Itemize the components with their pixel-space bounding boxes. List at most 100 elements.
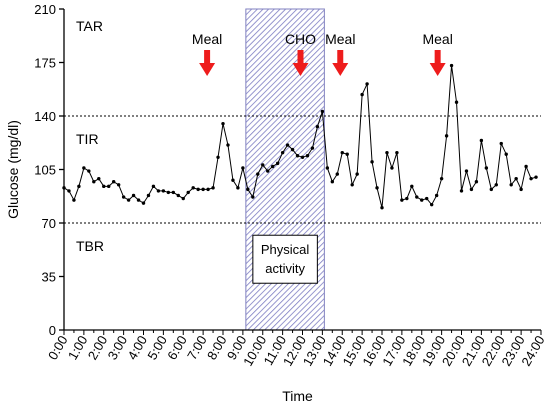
reference-lines-layer bbox=[64, 115, 541, 224]
glucose-point bbox=[464, 169, 469, 173]
annotation-arrow-head bbox=[292, 63, 309, 76]
glucose-point bbox=[355, 172, 359, 176]
glucose-point bbox=[181, 196, 185, 201]
series-layer bbox=[62, 63, 538, 210]
annotation-label: Meal bbox=[325, 31, 355, 47]
glucose-point bbox=[434, 193, 439, 198]
glucose-point bbox=[151, 184, 156, 189]
glucose-point bbox=[201, 187, 205, 192]
glucose-point bbox=[82, 166, 86, 170]
glucose-point bbox=[191, 186, 195, 190]
glucose-point bbox=[474, 180, 479, 184]
glucose-point bbox=[275, 161, 280, 166]
zone-label-tir: TIR bbox=[76, 131, 99, 147]
glucose-point bbox=[221, 121, 225, 126]
glucose-point bbox=[454, 100, 459, 104]
glucose-point bbox=[295, 154, 300, 158]
glucose-point bbox=[87, 169, 91, 173]
glucose-point bbox=[251, 195, 255, 199]
glucose-point bbox=[504, 152, 508, 156]
glucose-point bbox=[310, 146, 315, 150]
glucose-point bbox=[196, 187, 200, 192]
glucose-point bbox=[519, 187, 523, 192]
glucose-point bbox=[216, 155, 220, 159]
glucose-point bbox=[102, 184, 106, 189]
glucose-point bbox=[300, 155, 305, 159]
annotation-arrow-shaft bbox=[434, 50, 441, 64]
annotation-arrow-shaft bbox=[204, 50, 211, 64]
glucose-point bbox=[325, 166, 330, 170]
glucose-point bbox=[171, 190, 176, 195]
glucose-point bbox=[111, 180, 116, 184]
glucose-point bbox=[236, 186, 240, 190]
glucose-point bbox=[405, 196, 409, 201]
glucose-point bbox=[246, 187, 250, 192]
glucose-point bbox=[524, 164, 528, 169]
glucose-point bbox=[121, 195, 126, 199]
annotation-label: Meal bbox=[192, 31, 222, 47]
glucose-point bbox=[161, 189, 166, 193]
glucose-point bbox=[385, 150, 389, 155]
glucose-point bbox=[136, 198, 141, 202]
glucose-point bbox=[266, 169, 270, 173]
glucose-point bbox=[270, 164, 275, 169]
glucose-point bbox=[410, 184, 414, 189]
glucose-point bbox=[529, 176, 533, 181]
glucose-point bbox=[375, 186, 379, 190]
glucose-point bbox=[211, 186, 215, 190]
y-tick-label: 175 bbox=[34, 56, 56, 71]
glucose-point bbox=[156, 189, 161, 193]
annotation-label: Meal bbox=[422, 31, 452, 47]
y-tick-label: 35 bbox=[42, 270, 56, 285]
annotation-arrow-shaft bbox=[297, 50, 304, 64]
glucose-point bbox=[350, 183, 354, 187]
glucose-point bbox=[305, 154, 310, 158]
annotation-arrow-head bbox=[429, 63, 446, 76]
annotation-arrow-shaft bbox=[337, 50, 344, 64]
x-tick-label: 7:00 bbox=[184, 333, 210, 362]
x-tick-label: 8:00 bbox=[204, 333, 230, 362]
glucose-point bbox=[395, 150, 399, 155]
glucose-point bbox=[226, 143, 230, 147]
glucose-point bbox=[77, 184, 81, 189]
glucose-point bbox=[370, 160, 374, 164]
annotation-label: CHO bbox=[285, 31, 316, 47]
glucose-point bbox=[429, 202, 434, 207]
zone-label-tar: TAR bbox=[76, 18, 103, 34]
glucose-point bbox=[509, 183, 513, 187]
glucose-point bbox=[126, 198, 131, 202]
glucose-point bbox=[494, 183, 498, 187]
y-tick-label: 70 bbox=[42, 216, 56, 231]
glucose-point bbox=[285, 143, 290, 147]
region-layer: Physical activity bbox=[245, 8, 325, 331]
glucose-point bbox=[231, 178, 235, 182]
y-tick-label: 210 bbox=[34, 2, 56, 17]
glucose-point bbox=[514, 176, 518, 181]
glucose-point bbox=[340, 150, 344, 155]
glucose-point bbox=[499, 141, 503, 146]
glucose-point bbox=[479, 138, 484, 143]
y-tick-label: 105 bbox=[34, 163, 56, 178]
annotation-arrow-head bbox=[199, 63, 216, 76]
x-tick-label: 4:00 bbox=[124, 333, 150, 362]
glucose-point bbox=[186, 190, 190, 195]
glucose-point bbox=[390, 166, 394, 170]
glucose-point bbox=[439, 176, 444, 181]
glucose-point bbox=[330, 180, 335, 184]
x-tick-label: 5:00 bbox=[144, 333, 170, 362]
glucose-point bbox=[166, 190, 171, 195]
physical-activity-label: activity bbox=[265, 261, 305, 276]
glucose-point bbox=[141, 201, 146, 205]
glucose-point bbox=[449, 63, 454, 68]
glucose-point bbox=[206, 187, 210, 192]
x-tick-label: 3:00 bbox=[105, 333, 131, 362]
glucose-point bbox=[146, 193, 151, 198]
glucose-point bbox=[67, 189, 71, 193]
x-tick-label: 2:00 bbox=[85, 333, 111, 362]
x-tick-label: 1:00 bbox=[65, 333, 91, 362]
glucose-point bbox=[176, 193, 180, 198]
glucose-point bbox=[315, 125, 320, 129]
glucose-point bbox=[256, 172, 260, 176]
glucose-point bbox=[484, 166, 489, 170]
